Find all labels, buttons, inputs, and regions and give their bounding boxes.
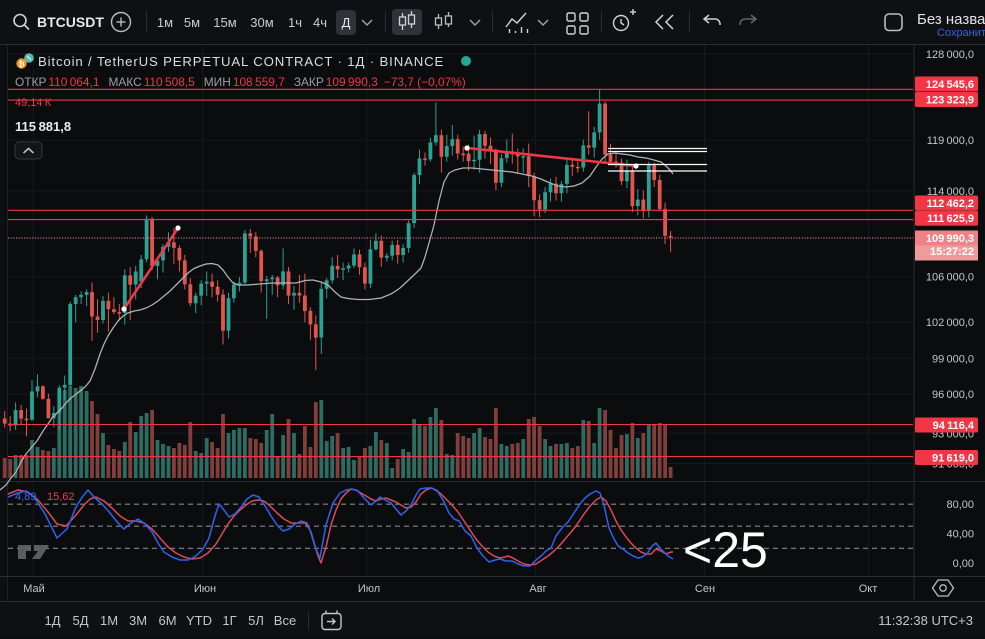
svg-text:40,00: 40,00 [946, 529, 974, 541]
svg-text:111 625,9: 111 625,9 [927, 213, 974, 225]
svg-text:109 990,3: 109 990,3 [926, 233, 974, 245]
svg-text:11:32:38 UTC+3: 11:32:38 UTC+3 [878, 613, 973, 628]
svg-text:1М: 1М [100, 613, 118, 628]
svg-text:<25: <25 [683, 522, 768, 578]
svg-text:Июн: Июн [194, 583, 216, 595]
svg-text:6М: 6М [158, 613, 176, 628]
svg-text:3М: 3М [129, 613, 147, 628]
svg-text:124 545,6: 124 545,6 [926, 79, 974, 91]
svg-text:128 000,0: 128 000,0 [926, 49, 974, 61]
svg-text:4ч: 4ч [313, 15, 327, 30]
svg-text:Авг: Авг [529, 583, 546, 595]
svg-text:₿: ₿ [18, 60, 24, 69]
svg-text:Сохранить: Сохранить [937, 27, 985, 39]
svg-text:96 000,0: 96 000,0 [932, 389, 974, 401]
svg-text:5м: 5м [184, 15, 200, 30]
svg-text:5Л: 5Л [248, 613, 264, 628]
svg-text:YTD: YTD [186, 613, 212, 628]
svg-text:Сен: Сен [695, 583, 715, 595]
svg-text:5Д: 5Д [72, 613, 88, 628]
svg-text:99 000,0: 99 000,0 [932, 353, 974, 365]
svg-text:Окт: Окт [859, 583, 878, 595]
svg-text:4,89: 4,89 [15, 491, 36, 503]
svg-text:91 619,0: 91 619,0 [932, 453, 974, 465]
svg-text:1ч: 1ч [288, 15, 302, 30]
svg-text:Все: Все [274, 613, 296, 628]
svg-text:114 000,0: 114 000,0 [927, 186, 974, 198]
svg-text:15:27:22: 15:27:22 [930, 246, 974, 258]
svg-text:49,14 К: 49,14 К [15, 97, 52, 109]
svg-text:1Д: 1Д [44, 613, 60, 628]
svg-text:30м: 30м [250, 15, 273, 30]
svg-text:0,00: 0,00 [953, 558, 974, 570]
svg-text:Май: Май [23, 583, 45, 595]
svg-text:BTCUSDT: BTCUSDT [37, 14, 104, 30]
svg-text:80,00: 80,00 [946, 499, 974, 511]
svg-text:119 000,0: 119 000,0 [927, 135, 974, 147]
svg-text:123 323,9: 123 323,9 [926, 95, 974, 107]
svg-text:115 881,8: 115 881,8 [15, 119, 71, 134]
svg-text:Без назван: Без назван [917, 11, 985, 28]
svg-text:Bitcoin / TetherUS PERPETUAL C: Bitcoin / TetherUS PERPETUAL CONTRACT · … [38, 54, 444, 69]
svg-text:15м: 15м [213, 15, 236, 30]
svg-text:94 116,4: 94 116,4 [933, 420, 975, 432]
svg-text:102 000,0: 102 000,0 [926, 317, 974, 329]
svg-text:106 000,0: 106 000,0 [926, 272, 974, 284]
svg-text:1м: 1м [157, 15, 173, 30]
svg-text:Д: Д [342, 15, 351, 30]
svg-text:112 462,2: 112 462,2 [927, 198, 974, 210]
svg-text:1Г: 1Г [222, 613, 236, 628]
svg-text:15,62: 15,62 [47, 491, 75, 503]
svg-text:Июл: Июл [358, 583, 380, 595]
